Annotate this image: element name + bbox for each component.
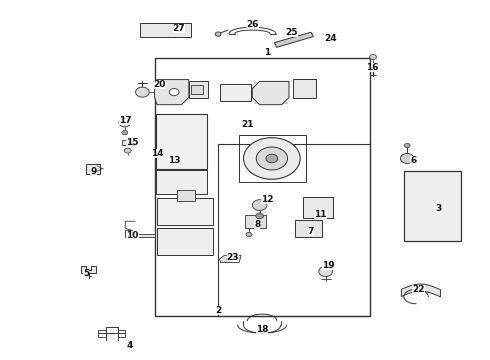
Bar [245,215,266,228]
Bar [156,170,207,194]
Text: 26: 26 [246,19,259,28]
Bar [191,85,203,94]
Text: 18: 18 [256,325,269,334]
Polygon shape [252,81,289,105]
Circle shape [369,54,376,59]
Text: 24: 24 [324,34,337,43]
Circle shape [256,213,264,219]
Circle shape [124,148,131,153]
Text: 2: 2 [215,306,221,315]
Text: 17: 17 [119,116,132,125]
Text: 25: 25 [285,28,297,37]
Text: 6: 6 [411,156,416,165]
Polygon shape [122,140,134,145]
Polygon shape [274,32,314,47]
Text: 1: 1 [264,48,270,57]
Text: 9: 9 [90,167,97,176]
Text: 23: 23 [226,253,239,262]
Text: 14: 14 [151,149,163,158]
Bar [220,84,251,101]
Text: 22: 22 [412,285,425,294]
Bar [140,23,191,37]
Circle shape [244,138,300,179]
Polygon shape [125,230,155,237]
Text: 8: 8 [254,220,260,229]
Text: 3: 3 [435,204,441,213]
Text: 10: 10 [126,231,139,240]
Circle shape [252,200,267,211]
Polygon shape [401,284,441,297]
Circle shape [215,32,221,36]
Circle shape [136,87,149,97]
Text: 12: 12 [261,195,273,204]
Circle shape [227,256,234,261]
Bar [157,151,168,159]
Text: 19: 19 [322,261,334,270]
Text: 16: 16 [366,63,378,72]
Text: 11: 11 [315,210,327,219]
Polygon shape [189,81,208,98]
Bar [176,190,195,201]
Bar [295,220,322,237]
Bar [303,197,333,218]
Circle shape [246,232,252,237]
Bar [293,78,317,98]
Polygon shape [155,80,189,105]
Circle shape [256,147,288,170]
Bar [157,228,213,255]
Bar [404,171,462,241]
Polygon shape [220,255,241,262]
Text: 5: 5 [83,269,89,278]
Text: 27: 27 [172,24,185,33]
Bar [218,144,369,316]
Text: 13: 13 [168,156,180,165]
Bar [156,114,207,169]
Circle shape [266,154,278,163]
Circle shape [122,131,128,135]
Bar [155,58,369,316]
Circle shape [119,118,131,127]
Text: 4: 4 [127,341,133,350]
Polygon shape [81,266,96,273]
Text: 15: 15 [126,138,139,147]
Circle shape [400,153,414,163]
Circle shape [404,143,410,148]
Text: 20: 20 [153,81,166,90]
Circle shape [169,89,179,96]
Text: 7: 7 [308,228,314,237]
Bar [157,198,213,225]
Text: 21: 21 [241,120,254,129]
Circle shape [319,266,332,276]
Bar [86,163,100,174]
